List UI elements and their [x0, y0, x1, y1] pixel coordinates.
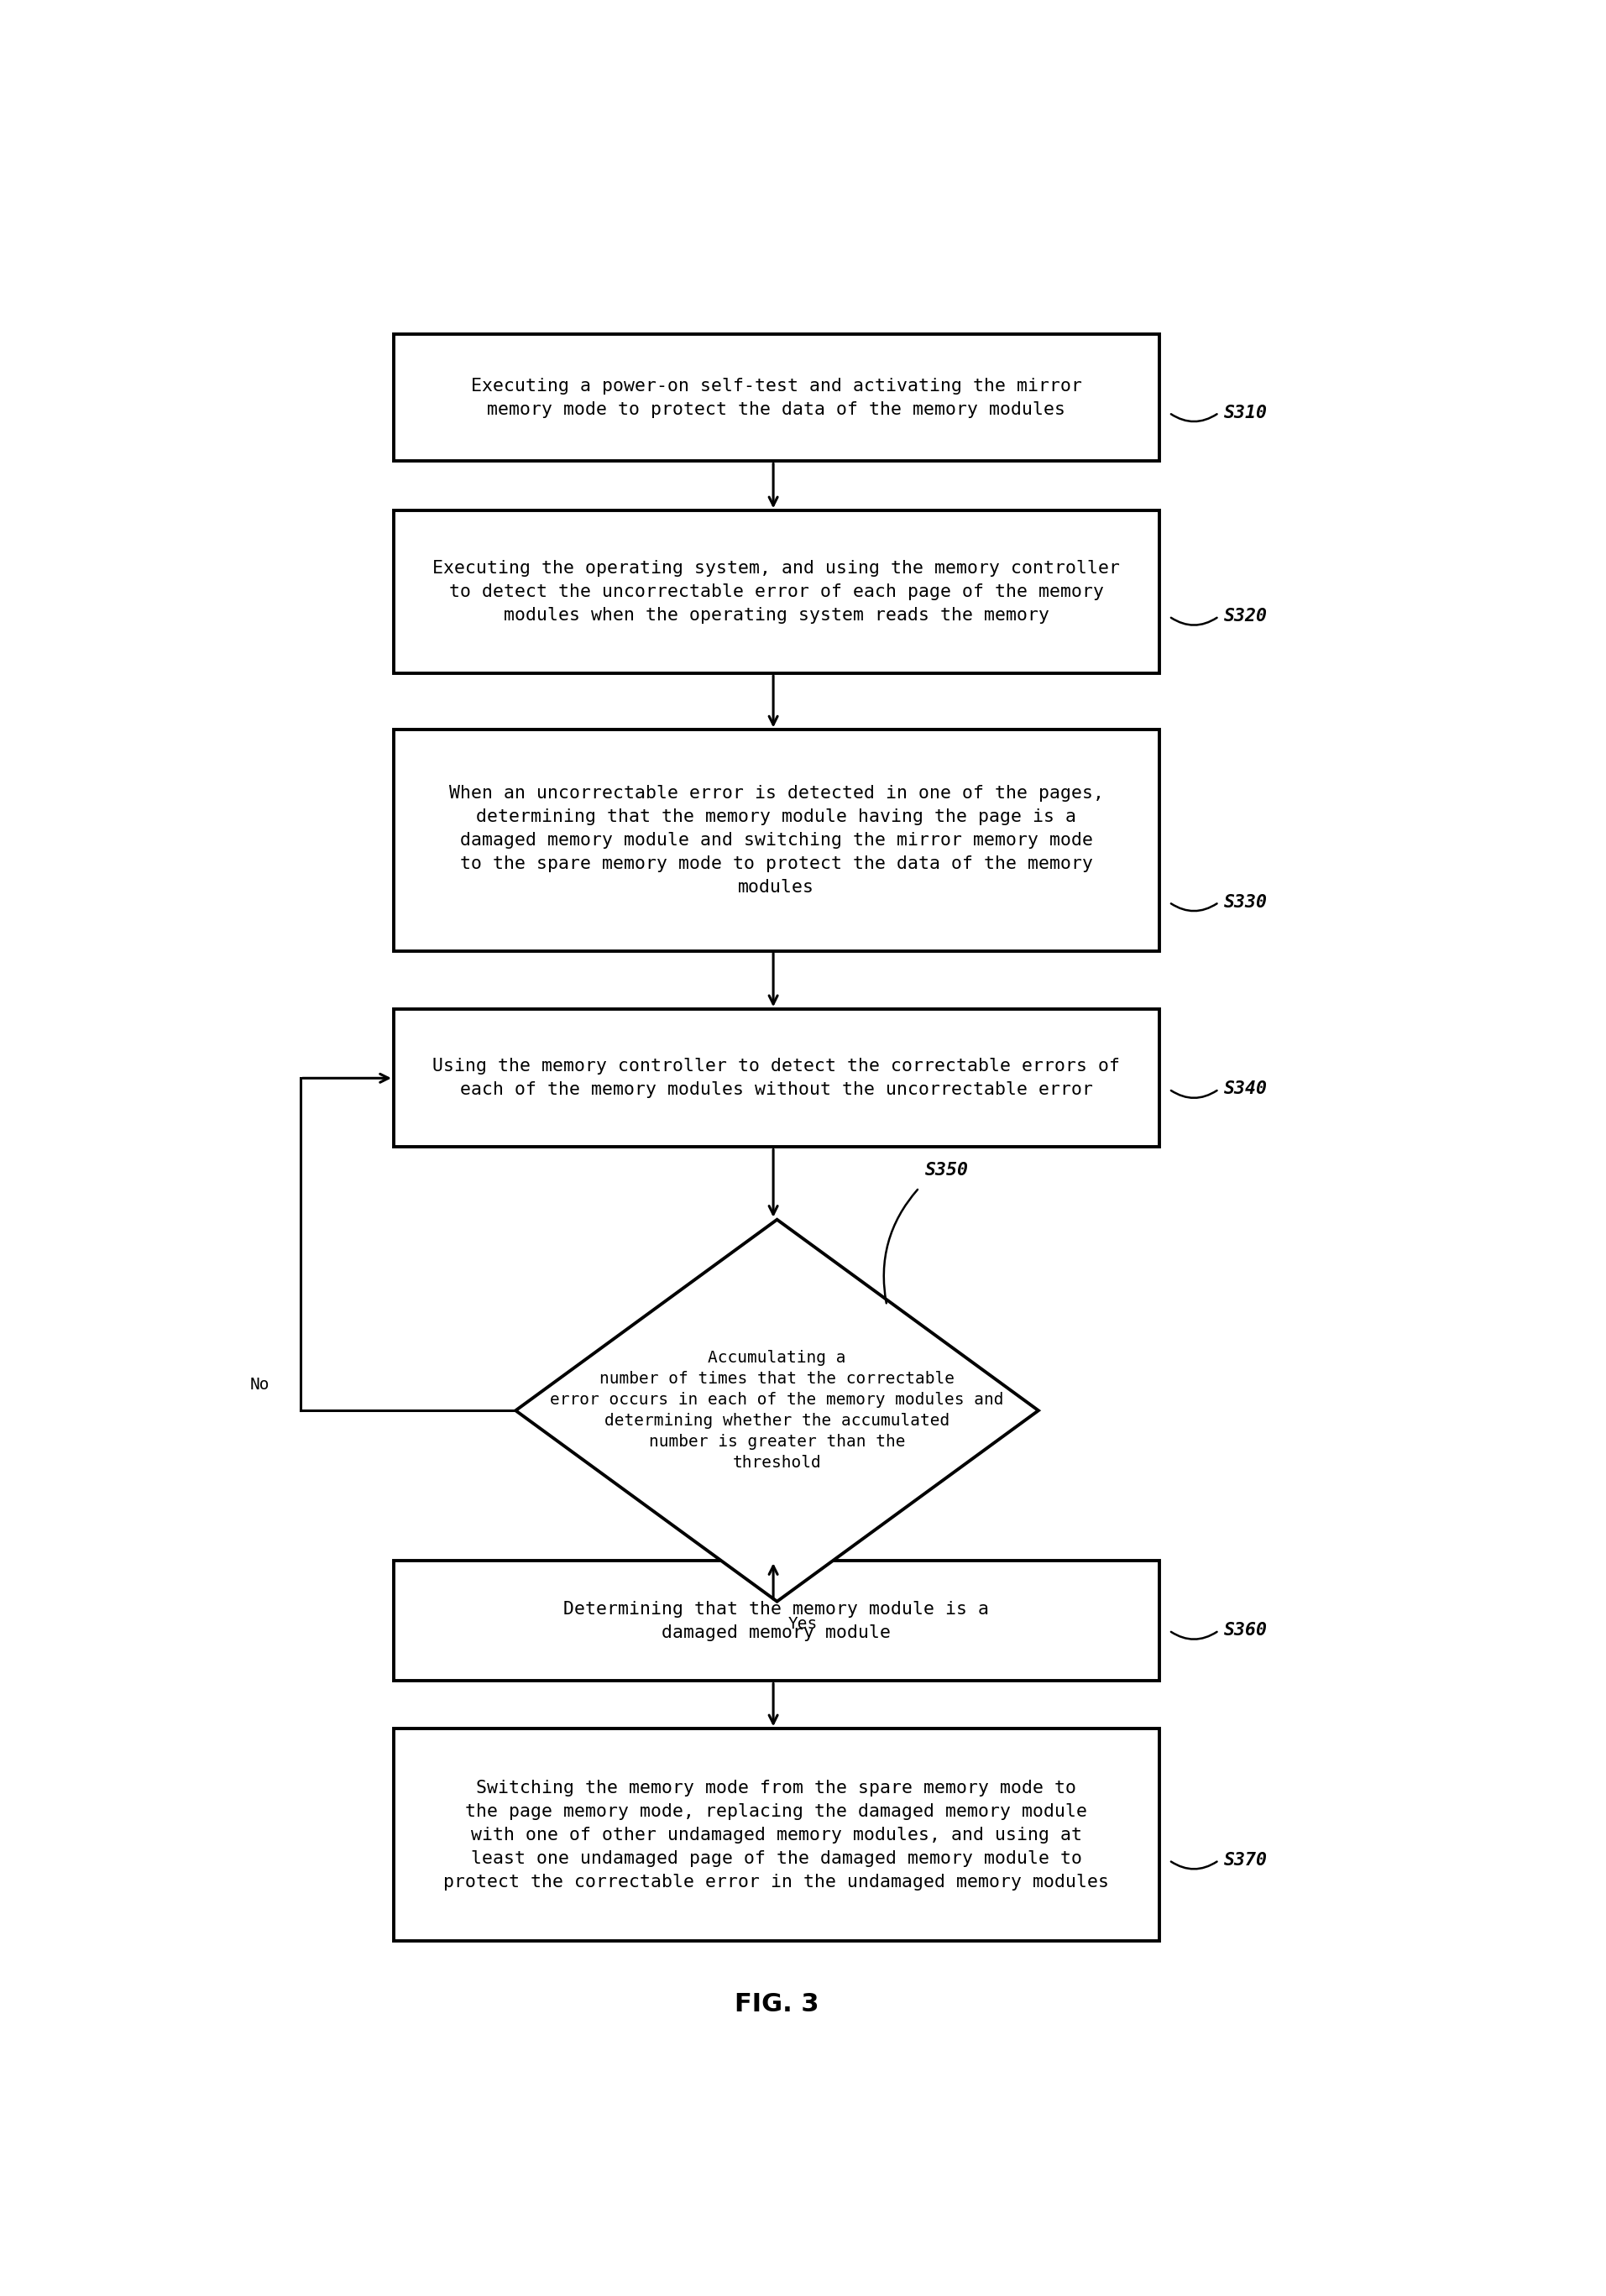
Text: FIG. 3: FIG. 3: [736, 1993, 819, 2016]
Text: No: No: [249, 1378, 270, 1394]
Text: Using the memory controller to detect the correctable errors of
each of the memo: Using the memory controller to detect th…: [432, 1058, 1119, 1097]
Text: S370: S370: [1224, 1853, 1267, 1869]
FancyBboxPatch shape: [393, 1010, 1160, 1148]
Text: S350: S350: [925, 1162, 968, 1178]
Text: Executing a power-on self-test and activating the mirror
memory mode to protect : Executing a power-on self-test and activ…: [471, 377, 1082, 418]
Text: Yes: Yes: [789, 1616, 817, 1632]
Text: Determining that the memory module is a
damaged memory module: Determining that the memory module is a …: [564, 1600, 989, 1642]
FancyBboxPatch shape: [393, 510, 1160, 673]
FancyBboxPatch shape: [393, 730, 1160, 951]
Text: S340: S340: [1224, 1081, 1267, 1097]
Text: When an uncorrectable error is detected in one of the pages,
determining that th: When an uncorrectable error is detected …: [450, 785, 1103, 895]
Text: Accumulating a
number of times that the correctable
error occurs in each of the : Accumulating a number of times that the …: [551, 1350, 1004, 1472]
Text: S330: S330: [1224, 893, 1267, 912]
FancyBboxPatch shape: [393, 1729, 1160, 1940]
FancyBboxPatch shape: [393, 333, 1160, 461]
Text: Switching the memory mode from the spare memory mode to
the page memory mode, re: Switching the memory mode from the spare…: [443, 1779, 1110, 1890]
Text: Executing the operating system, and using the memory controller
to detect the un: Executing the operating system, and usin…: [432, 560, 1119, 625]
Text: S320: S320: [1224, 608, 1267, 625]
Text: S310: S310: [1224, 404, 1267, 420]
FancyBboxPatch shape: [393, 1561, 1160, 1681]
Polygon shape: [516, 1219, 1039, 1603]
Text: S360: S360: [1224, 1623, 1267, 1639]
